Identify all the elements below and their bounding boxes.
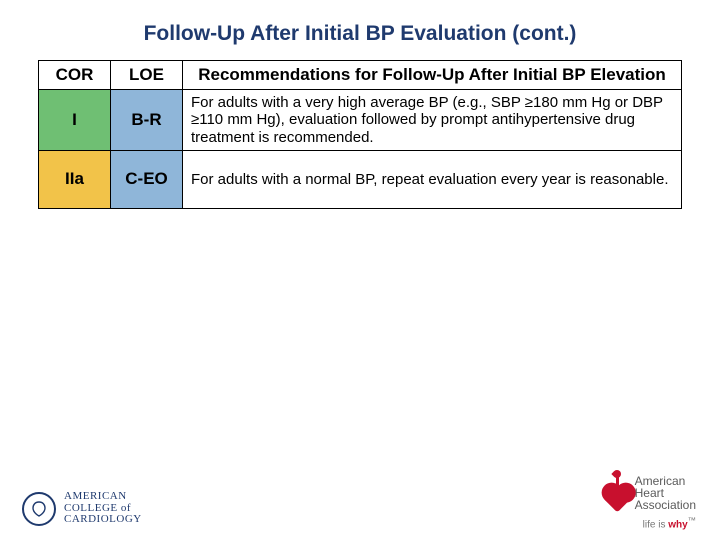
aha-line1: American — [635, 475, 696, 487]
loe-cell: B-R — [111, 90, 183, 151]
table-row: I B-R For adults with a very high averag… — [39, 90, 682, 151]
recommendations-table: COR LOE Recommendations for Follow-Up Af… — [38, 60, 682, 209]
recommendations-table-wrap: COR LOE Recommendations for Follow-Up Af… — [0, 60, 720, 209]
aha-line3: Association — [635, 499, 696, 511]
heart-torch-icon — [607, 478, 629, 508]
acc-line3: CARDIOLOGY — [64, 514, 142, 526]
page-title: Follow-Up After Initial BP Evaluation (c… — [0, 0, 720, 60]
rec-cell: For adults with a very high average BP (… — [183, 90, 682, 151]
aha-logo: American Heart Association life is why™ — [607, 475, 696, 530]
aha-line2: Heart — [635, 487, 696, 499]
cor-cell: I — [39, 90, 111, 151]
loe-cell: C-EO — [111, 150, 183, 208]
footer: AMERICAN COLLEGE of CARDIOLOGY American … — [0, 470, 720, 530]
table-header-row: COR LOE Recommendations for Follow-Up Af… — [39, 61, 682, 90]
aha-text: American Heart Association — [635, 475, 696, 511]
header-cor: COR — [39, 61, 111, 90]
acc-logo: AMERICAN COLLEGE of CARDIOLOGY — [22, 491, 142, 526]
aha-tagline: life is why™ — [607, 515, 696, 530]
table-row: IIa C-EO For adults with a normal BP, re… — [39, 150, 682, 208]
header-loe: LOE — [111, 61, 183, 90]
cor-cell: IIa — [39, 150, 111, 208]
header-rec: Recommendations for Follow-Up After Init… — [183, 61, 682, 90]
acc-seal-icon — [22, 492, 56, 526]
acc-text: AMERICAN COLLEGE of CARDIOLOGY — [64, 491, 142, 526]
rec-cell: For adults with a normal BP, repeat eval… — [183, 150, 682, 208]
